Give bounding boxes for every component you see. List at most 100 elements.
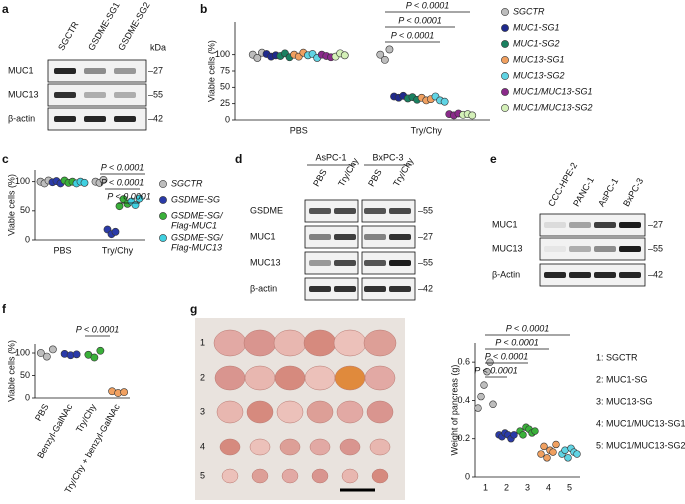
legend-marker	[501, 88, 509, 96]
y-tick-label: 50	[20, 205, 30, 215]
pancreas-specimen	[311, 468, 329, 484]
data-point	[468, 111, 477, 120]
size-label: –27	[648, 219, 663, 229]
data-point	[543, 454, 551, 462]
group-label: AsPC-1	[315, 152, 346, 162]
legend-marker	[159, 234, 167, 242]
legend-label: 2: MUC1-SG	[596, 374, 648, 384]
size-label: –55	[418, 257, 433, 267]
data-point	[477, 392, 485, 401]
data-point	[549, 448, 557, 456]
y-tick-label: 50	[220, 82, 230, 92]
x-tick-label: 5	[567, 482, 572, 492]
pancreas-specimen	[366, 400, 394, 424]
blot-band	[544, 272, 566, 278]
lane-label: PBS	[366, 168, 384, 189]
legend-label: SGCTR	[171, 178, 203, 188]
size-label: –42	[648, 269, 663, 279]
legend-label: MUC13-SG2	[513, 70, 565, 80]
blot-band	[389, 260, 411, 266]
data-point	[510, 431, 518, 439]
group-label: BxPC-3	[372, 152, 403, 162]
pancreas-specimen	[309, 438, 331, 456]
size-label: –55	[418, 205, 433, 215]
legend-label: SGCTR	[513, 6, 545, 16]
pancreas-specimen	[219, 438, 241, 456]
panel-letter: f	[2, 302, 7, 316]
x-tick-label: 3	[525, 482, 530, 492]
pancreas-specimen	[333, 329, 367, 357]
pancreas-specimen	[371, 468, 389, 484]
panel-letter: a	[2, 2, 9, 16]
blot-band	[364, 260, 386, 266]
significance-label: P < 0.0001	[506, 323, 549, 333]
data-point	[564, 454, 572, 462]
lane-label: BxPC-3	[621, 176, 645, 208]
legend-label: GSDME-SG	[171, 194, 220, 204]
blot-frame	[304, 225, 359, 249]
blot-band	[544, 246, 566, 252]
legend-marker	[159, 212, 167, 220]
blot-band	[389, 234, 411, 240]
lane-label: SGCTR	[56, 19, 81, 52]
blot-frame	[361, 199, 416, 223]
blot-band	[334, 286, 356, 292]
blot-band	[309, 234, 331, 240]
data-point	[340, 51, 349, 60]
legend-label: 5: MUC1/MUC13-SG2	[596, 440, 685, 450]
y-axis-label: Viable cells (%)	[6, 340, 16, 402]
row-label: GSDME	[250, 205, 283, 215]
data-point	[96, 346, 105, 355]
legend-label: GSDME-SG/	[171, 232, 224, 242]
blot-band	[364, 286, 386, 292]
pancreas-specimen	[276, 400, 304, 424]
y-tick-label: 0.2	[457, 433, 470, 443]
blot-band	[334, 260, 356, 266]
blot-band	[309, 208, 331, 214]
pancreas-specimen	[273, 329, 307, 357]
blot-frame	[539, 237, 646, 261]
row-label: MUC1	[492, 219, 518, 229]
data-point	[135, 194, 144, 203]
data-point	[573, 450, 581, 458]
blot-band	[364, 234, 386, 240]
y-axis-label: Viable cells (%)	[6, 174, 16, 236]
row-label: β-Actin	[492, 269, 520, 279]
pancreas-specimen	[243, 329, 277, 357]
panel-letter: b	[200, 2, 207, 16]
blot-band	[619, 272, 641, 278]
data-point	[131, 201, 140, 209]
data-point	[480, 381, 488, 389]
blot-band	[594, 272, 616, 278]
size-label: –27	[148, 65, 163, 75]
photo-row-label: 4	[200, 441, 205, 451]
pancreas-specimen	[363, 329, 397, 357]
pancreas-specimen	[274, 365, 306, 391]
blot-band	[114, 92, 136, 98]
row-label: MUC13	[492, 243, 523, 253]
blot-band	[334, 208, 356, 214]
data-point	[48, 345, 57, 354]
panel-letter: e	[490, 152, 497, 166]
legend-label: MUC1/MUC13-SG2	[513, 102, 593, 112]
x-tick-label: 4	[546, 482, 551, 492]
x-tick-label: 1	[483, 482, 488, 492]
lane-label: GSDME-SG1	[86, 0, 122, 52]
significance-label: P < 0.0001	[398, 15, 441, 25]
pancreas-specimen	[339, 438, 361, 456]
data-point	[376, 50, 385, 59]
pancreas-specimen	[336, 400, 364, 424]
blot-band	[84, 116, 106, 122]
blot-band	[569, 272, 591, 278]
x-tick-label: PBS	[290, 125, 308, 135]
pancreas-specimen	[251, 468, 269, 484]
blot-band	[114, 116, 136, 122]
blot-frame	[47, 83, 147, 107]
data-point	[489, 400, 497, 408]
pancreas-specimen	[306, 400, 334, 424]
blot-frame	[304, 251, 359, 275]
legend-label: Flag-MUC13	[171, 242, 222, 252]
panel-letter: d	[235, 152, 242, 166]
